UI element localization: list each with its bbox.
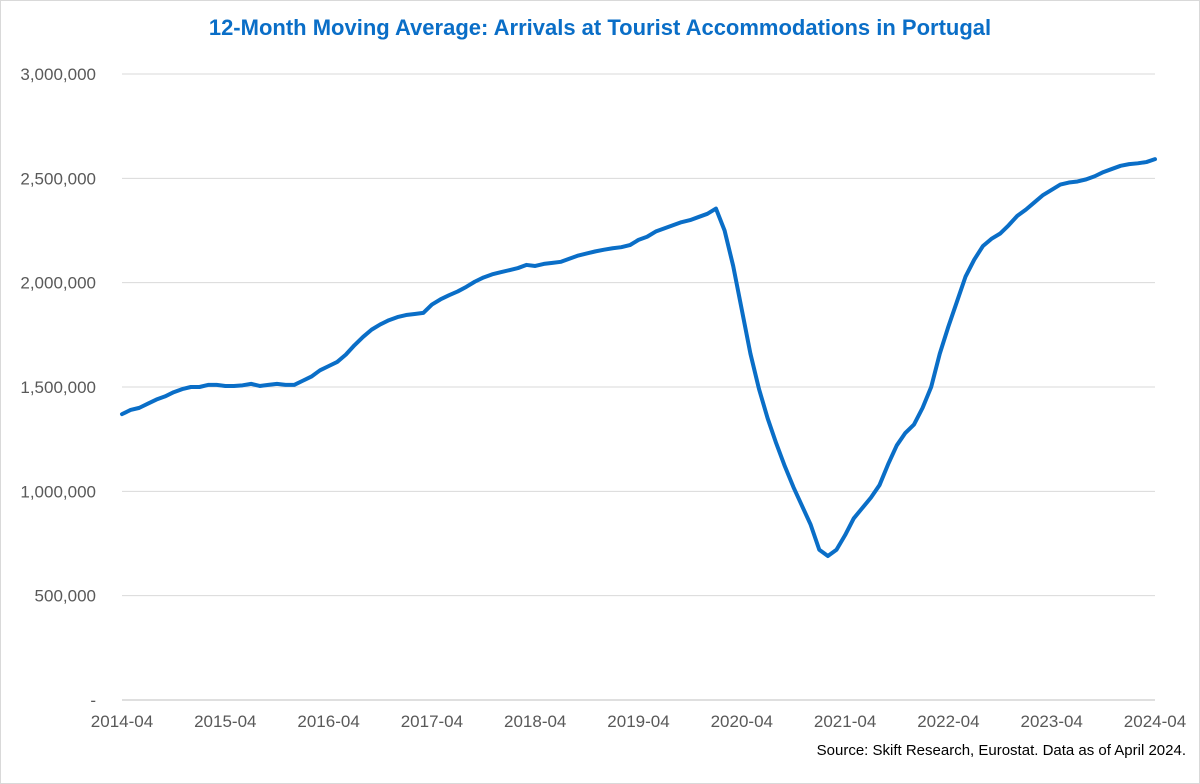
x-tick-label: 2023-04	[1021, 712, 1083, 731]
x-tick-label: 2024-04	[1124, 712, 1186, 731]
chart-title: 12-Month Moving Average: Arrivals at Tou…	[208, 15, 992, 40]
x-tick-label: 2019-04	[607, 712, 669, 731]
y-tick-label: 1,500,000	[20, 378, 96, 397]
x-tick-label: 2017-04	[401, 712, 463, 731]
x-tick-label: 2016-04	[297, 712, 359, 731]
source-note: Source: Skift Research, Eurostat. Data a…	[816, 742, 1186, 759]
y-tick-label: 3,000,000	[20, 65, 96, 84]
y-tick-label: -	[90, 691, 96, 710]
y-tick-label: 1,000,000	[20, 482, 96, 501]
x-tick-label: 2018-04	[504, 712, 566, 731]
y-tick-label: 2,000,000	[20, 274, 96, 293]
series-line	[120, 157, 1157, 559]
x-tick-label: 2015-04	[194, 712, 256, 731]
y-tick-label: 2,500,000	[20, 169, 96, 188]
x-tick-label: 2020-04	[711, 712, 773, 731]
x-tick-label: 2021-04	[814, 712, 876, 731]
x-tick-label: 2014-04	[91, 712, 153, 731]
x-tick-label: 2022-04	[917, 712, 979, 731]
y-tick-label: 500,000	[35, 587, 96, 606]
